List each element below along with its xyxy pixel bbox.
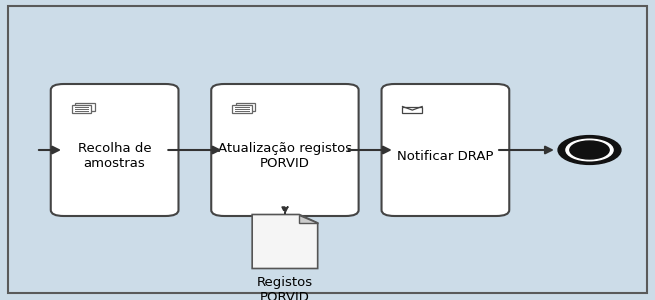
FancyBboxPatch shape bbox=[381, 84, 510, 216]
Polygon shape bbox=[252, 214, 318, 268]
FancyBboxPatch shape bbox=[233, 105, 252, 112]
Text: Notificar DRAP: Notificar DRAP bbox=[397, 149, 494, 163]
Text: Registos
PORVID: Registos PORVID bbox=[257, 276, 313, 300]
FancyBboxPatch shape bbox=[8, 6, 647, 292]
Circle shape bbox=[566, 139, 613, 161]
Circle shape bbox=[558, 136, 621, 164]
FancyBboxPatch shape bbox=[75, 103, 95, 111]
FancyBboxPatch shape bbox=[236, 103, 255, 111]
FancyBboxPatch shape bbox=[211, 84, 359, 216]
Circle shape bbox=[570, 141, 609, 159]
Text: Atualização registos
PORVID: Atualização registos PORVID bbox=[218, 142, 352, 170]
FancyBboxPatch shape bbox=[72, 105, 91, 112]
Text: Recolha de
amostras: Recolha de amostras bbox=[78, 142, 151, 170]
Polygon shape bbox=[402, 106, 422, 112]
Polygon shape bbox=[299, 214, 318, 223]
FancyBboxPatch shape bbox=[50, 84, 178, 216]
